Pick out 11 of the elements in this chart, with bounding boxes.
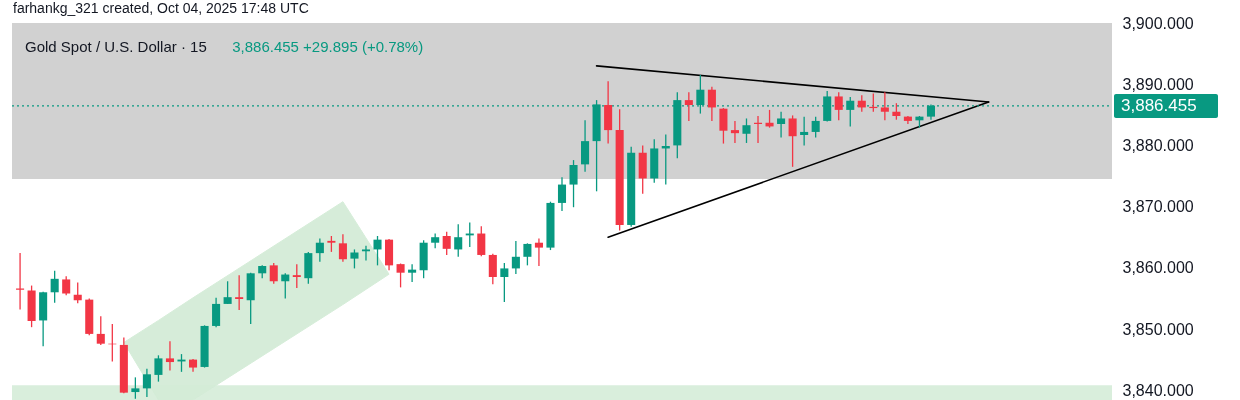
text: Gold Spot / U.S. Dollar · 15 [25, 38, 207, 55]
y-tick-label: 3,900.000 [1122, 14, 1194, 32]
y-tick-label: 3,840.000 [1122, 381, 1194, 399]
text: farhankg_321 created, Oct 04, 2025 17:48 UTC [13, 0, 309, 16]
text: 3,886.455 +29.895 (+0.78%) [232, 38, 424, 55]
y-tick-label: 3,890.000 [1122, 75, 1194, 93]
y-tick-label: 3,880.000 [1122, 136, 1194, 154]
y-tick-label: 3,850.000 [1122, 320, 1194, 338]
y-tick-label: 3,870.000 [1122, 198, 1194, 216]
ref-line-label: 3,886.455 [1121, 95, 1197, 115]
y-tick-label: 3,860.000 [1122, 259, 1194, 277]
